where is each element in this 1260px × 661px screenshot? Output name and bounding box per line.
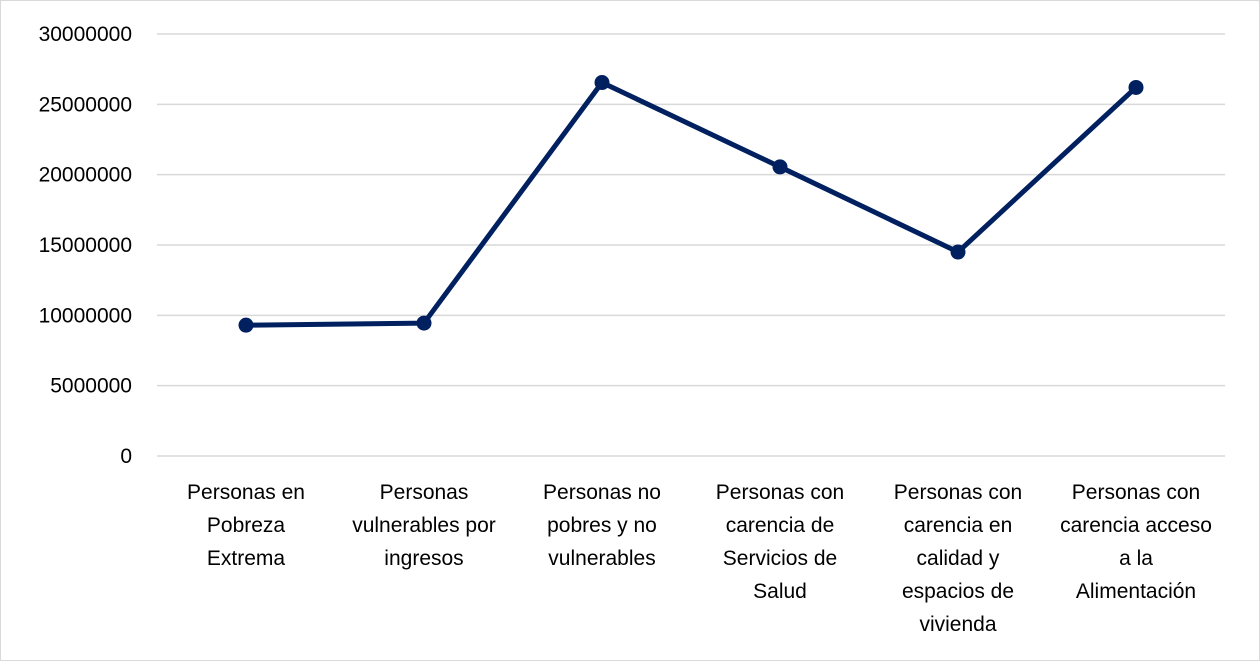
x-category-label-line: vulnerables: [548, 547, 655, 570]
x-category-label-line: a la: [1119, 547, 1153, 570]
x-category-label-line: Alimentación: [1076, 580, 1196, 603]
data-point: [594, 75, 610, 91]
data-point: [950, 244, 966, 260]
y-tick-label: 30000000: [39, 23, 132, 46]
x-category-label-line: carencia en: [904, 514, 1013, 537]
x-category-label-line: Personas con: [894, 481, 1022, 504]
x-category-label-line: Servicios de: [723, 547, 837, 570]
x-category-label-line: Personas no: [543, 481, 661, 504]
x-category-label: Personas con carencia en calidad y espacios…: [894, 481, 1022, 636]
y-tick-label: 25000000: [39, 93, 132, 116]
y-tick-label: 5000000: [50, 375, 132, 398]
data-point: [1128, 79, 1144, 95]
x-category-label: Personas con carencia de Servicios de Salud: [716, 481, 844, 603]
x-category-label-line: carencia acceso: [1060, 514, 1212, 537]
x-category-label: Personas con carencia acceso a la Alimentac…: [1060, 481, 1212, 603]
x-category-label-line: Salud: [753, 580, 807, 603]
gridlines: [157, 33, 1225, 457]
x-category-label-line: Personas con: [716, 481, 844, 504]
x-category-label-line: Extrema: [207, 547, 286, 570]
x-category-label-line: espacios de: [902, 580, 1014, 603]
x-axis-category-labels: Personas en Pobreza Extrema Personas vulnera…: [187, 481, 1212, 636]
x-category-label: Personas en Pobreza Extrema: [187, 481, 305, 570]
data-point: [416, 315, 432, 331]
x-category-label-line: ingresos: [384, 547, 463, 570]
x-category-label-line: vulnerables por: [352, 514, 496, 537]
x-category-label-line: Personas: [380, 481, 469, 504]
series-line: [243, 80, 1139, 328]
x-category-label-line: Personas en: [187, 481, 305, 504]
y-axis-tick-labels: 0 5000000 10000000 15000000 20000000 25000000…: [39, 23, 132, 468]
y-tick-label: 15000000: [39, 234, 132, 257]
y-tick-label: 20000000: [39, 164, 132, 187]
series-line-path: [243, 80, 1139, 328]
x-category-label-line: Pobreza: [207, 514, 286, 537]
data-point: [238, 317, 254, 333]
y-tick-label: 10000000: [39, 304, 132, 327]
x-category-label-line: vivienda: [919, 613, 996, 636]
y-tick-label: 0: [120, 445, 132, 468]
x-category-label-line: Personas con: [1072, 481, 1200, 504]
x-category-label: Personas no pobres y no vulnerables: [543, 481, 661, 570]
x-category-label-line: carencia de: [726, 514, 835, 537]
x-category-label-line: calidad y: [917, 547, 1000, 570]
x-category-label: Personas vulnerables por ingresos: [352, 481, 496, 570]
data-point: [772, 159, 788, 175]
x-category-label-line: pobres y no: [547, 514, 657, 537]
series-markers: [238, 75, 1144, 333]
